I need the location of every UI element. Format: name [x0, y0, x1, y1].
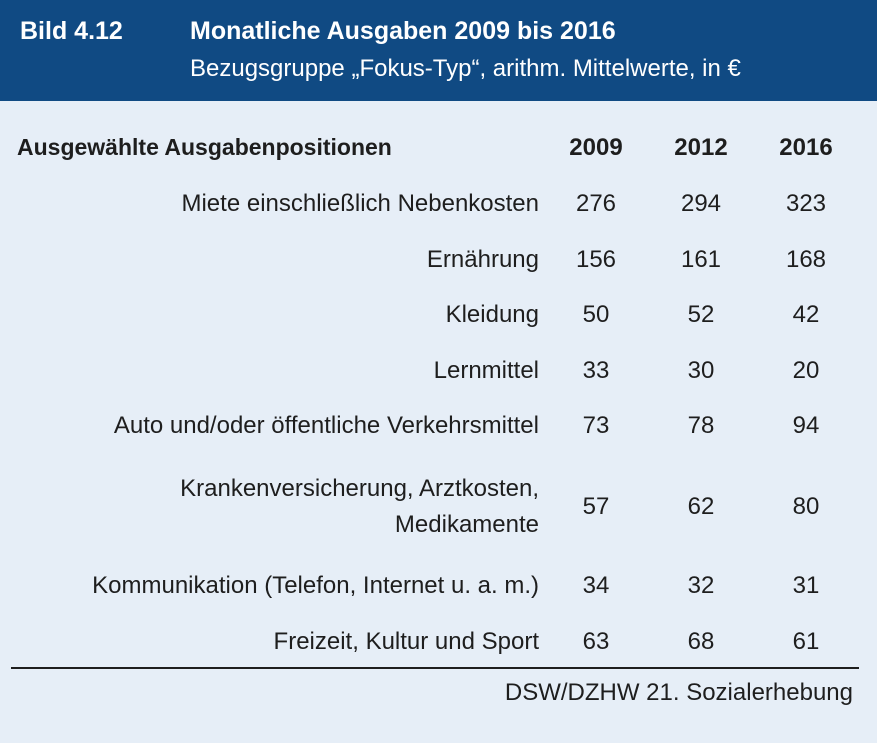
row-label-line2: Medikamente — [394, 511, 539, 538]
row-value: 276 — [575, 190, 617, 217]
row-value: 94 — [792, 412, 820, 439]
row-value: 156 — [575, 246, 617, 273]
row-value: 62 — [687, 493, 715, 520]
row-value: 30 — [687, 357, 715, 384]
row-label: Auto und/oder öffentliche Verkehrsmittel — [113, 412, 539, 439]
row-value: 50 — [582, 301, 610, 328]
row-value: 61 — [792, 628, 820, 655]
row-value: 33 — [582, 357, 610, 384]
column-header-year: 2016 — [779, 134, 833, 161]
row-value: 80 — [792, 493, 820, 520]
table-bottom-rule — [11, 667, 859, 669]
row-label: Lernmittel — [433, 357, 539, 384]
row-value: 161 — [680, 246, 722, 273]
figure-subtitle: Bezugsgruppe „Fokus-Typ“, arithm. Mittel… — [190, 55, 741, 82]
figure-title: Monatliche Ausgaben 2009 bis 2016 — [190, 17, 616, 45]
column-header-year: 2012 — [674, 134, 728, 161]
row-value: 57 — [582, 493, 610, 520]
row-value: 68 — [687, 628, 715, 655]
figure-header: Bild 4.12 Monatliche Ausgaben 2009 bis 2… — [0, 0, 877, 101]
row-value: 168 — [785, 246, 827, 273]
column-header-positions: Ausgewählte Ausgabenpositionen — [17, 134, 392, 160]
row-value: 42 — [792, 301, 820, 328]
row-value: 52 — [687, 301, 715, 328]
source-note: DSW/DZHW 21. Sozialerhebung — [504, 679, 853, 706]
row-value: 63 — [582, 628, 610, 655]
row-label: Ernährung — [426, 246, 539, 273]
row-label-line1: Krankenversicherung, Arztkosten, — [180, 475, 539, 502]
column-header-year: 2009 — [569, 134, 623, 161]
row-value: 31 — [792, 572, 820, 599]
row-label: Miete einschließlich Nebenkosten — [181, 190, 539, 217]
row-label: Freizeit, Kultur und Sport — [273, 628, 539, 655]
row-value: 20 — [792, 357, 820, 384]
row-value: 34 — [582, 572, 610, 599]
row-value: 73 — [582, 412, 610, 439]
row-label: Kleidung — [445, 301, 539, 328]
row-value: 294 — [680, 190, 722, 217]
row-value: 32 — [687, 572, 715, 599]
row-value: 78 — [687, 412, 715, 439]
row-label: Kommunikation (Telefon, Internet u. a. m… — [92, 572, 539, 599]
row-value: 323 — [785, 190, 827, 217]
figure-number: Bild 4.12 — [20, 17, 123, 45]
